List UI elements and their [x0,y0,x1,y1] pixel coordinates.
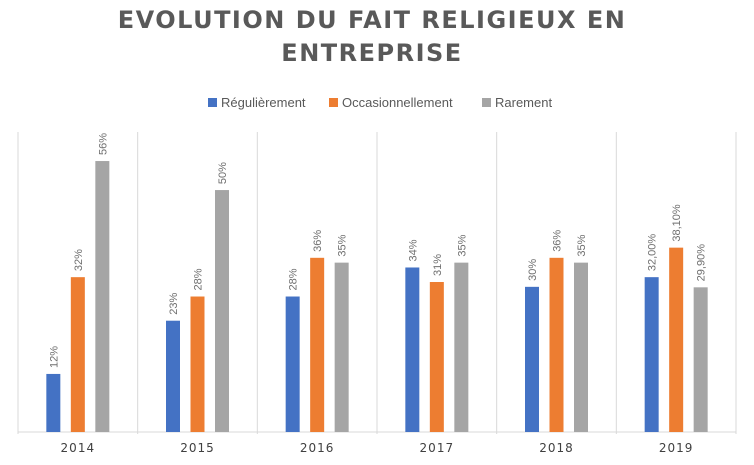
data-label: 35% [456,234,468,256]
x-tick-label: 2018 [539,441,574,455]
bar [405,267,420,432]
legend-item-regulierement: Régulièrement [208,95,306,110]
chart-title-line-2: ENTREPRISE [281,39,462,67]
bar [549,257,564,432]
data-label: 36% [552,230,564,252]
data-label: 35% [576,234,588,256]
x-tick-label: 2016 [300,441,335,455]
bar [95,161,110,432]
bar [429,282,444,432]
data-label: 32,00% [647,234,659,272]
legend-label-regulierement: Régulièrement [221,95,306,110]
data-label: 28% [193,268,205,290]
data-label: 30% [527,259,539,281]
x-tick-label: 2019 [659,441,694,455]
data-label: 38,10% [671,204,683,242]
data-label: 35% [337,234,349,256]
chart-legend: Régulièrement Occasionnellement Rarement [208,95,552,110]
bar [215,190,229,432]
bar [285,296,300,432]
x-tick-label: 2017 [420,441,455,455]
bar [644,277,659,432]
data-label: 29,90% [696,244,708,282]
data-label: 50% [217,162,229,184]
chart-title-line-1: EVOLUTION DU FAIT RELIGIEUX EN [118,6,627,34]
bar [669,247,684,432]
bar [166,320,180,432]
data-label: 31% [432,254,444,276]
legend-label-rarement: Rarement [495,95,552,110]
data-label: 12% [48,346,60,368]
bar [574,262,588,432]
bar [693,287,708,432]
x-tick-label: 2015 [180,441,215,455]
legend-swatch-occasionnellement [329,98,338,107]
bar [190,296,205,432]
bar [525,286,539,432]
bar [454,262,469,432]
legend-swatch-regulierement [208,98,217,107]
chart-title: EVOLUTION DU FAIT RELIGIEUX EN ENTREPRIS… [118,6,627,67]
bar [46,373,61,432]
bar [334,262,349,432]
legend-label-occasionnellement: Occasionnellement [342,95,453,110]
data-label: 32% [73,249,85,271]
data-label: 28% [288,268,300,290]
plot-area: 2014 12% 32% 56% 2015 23% 28% 50% 2016 28% 36% 35% 2… [17,132,737,455]
data-label: 56% [97,133,109,155]
bar [310,257,325,432]
legend-item-rarement: Rarement [482,95,552,110]
data-label: 34% [407,239,419,261]
x-tick-label: 2014 [61,441,96,455]
data-label: 23% [168,292,180,314]
data-label: 36% [312,230,324,252]
bar [70,277,85,432]
legend-swatch-rarement [482,98,491,107]
legend-item-occasionnellement: Occasionnellement [329,95,453,110]
